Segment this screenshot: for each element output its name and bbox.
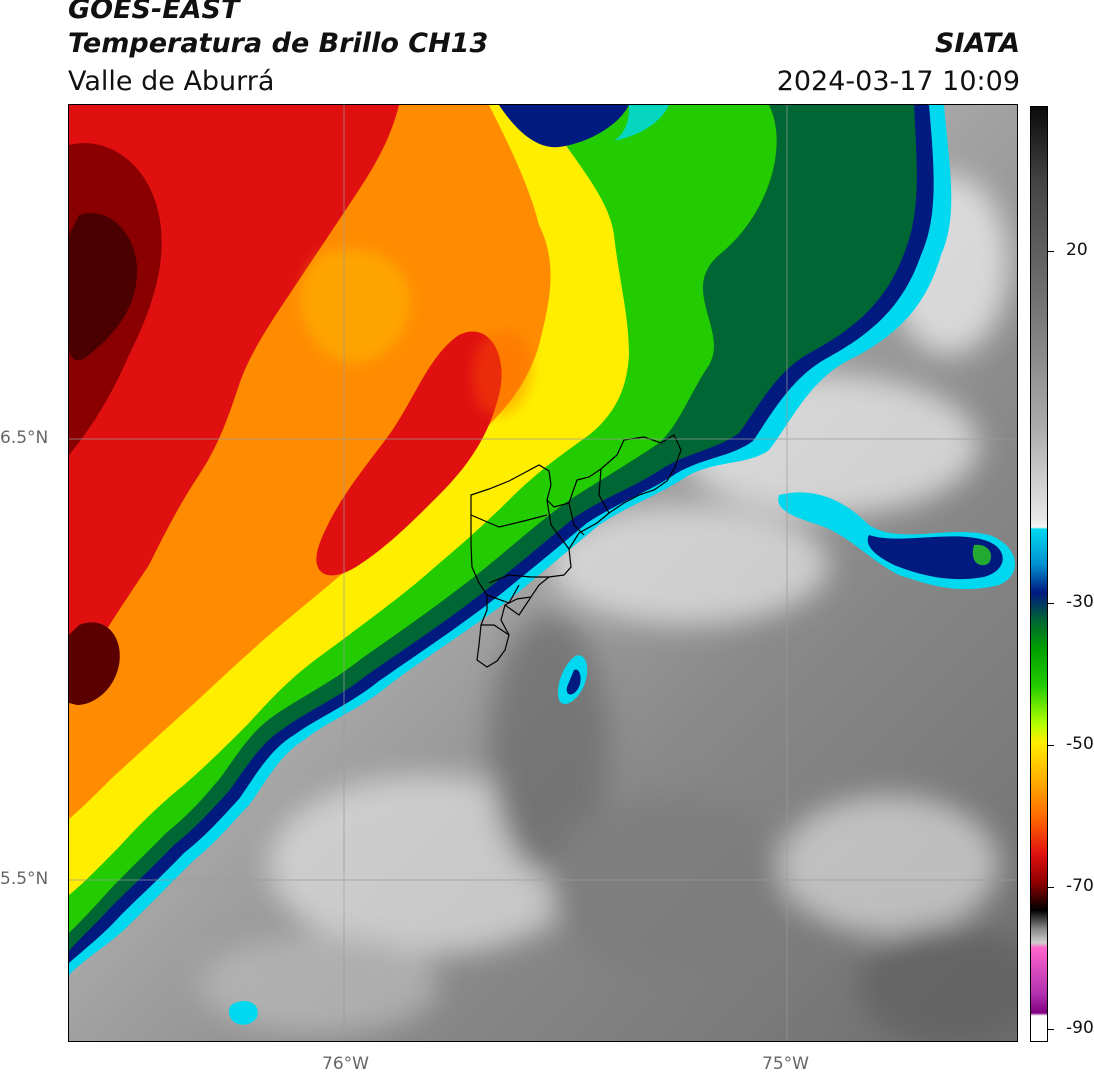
colorbar-label: -30 <box>1066 592 1094 612</box>
contour-softening <box>300 248 532 416</box>
colorbar-label: -50 <box>1066 734 1094 754</box>
contour-red-interior <box>316 331 502 576</box>
product-title: Temperatura de Brillo CH13 <box>68 28 489 59</box>
lon-label-75w: 75°W <box>762 1054 809 1074</box>
colorbar-tick <box>1048 745 1054 746</box>
agency-label: SIATA <box>934 28 1020 59</box>
colorbar-tick <box>1048 251 1054 252</box>
colorbar-tick <box>1048 1029 1054 1030</box>
graticule <box>69 105 1017 1041</box>
municipal-boundaries <box>470 434 682 668</box>
lat-label-6-5: 6.5°N <box>0 428 49 448</box>
contour-top-navy <box>499 105 629 148</box>
region-label: Valle de Aburrá <box>68 66 275 97</box>
datetime-label: 2024-03-17 10:09 <box>776 66 1020 97</box>
contour-cold-core <box>69 213 138 361</box>
contour-top-cyan <box>614 105 669 141</box>
cell-east-navy <box>867 535 1003 580</box>
cell-center-navy <box>566 669 581 695</box>
lat-label-5-5: 5.5°N <box>0 869 49 889</box>
lon-label-76w: 76°W <box>322 1054 369 1074</box>
colorbar-label: -70 <box>1066 876 1094 896</box>
cell-south-cyan <box>228 1000 258 1025</box>
satellite-title: GOES-EAST <box>68 0 240 25</box>
colorbar <box>1030 106 1048 1042</box>
map-canvas <box>69 105 1017 1041</box>
contour-cold-core-2 <box>69 622 120 705</box>
colorbar-tick <box>1048 603 1054 604</box>
colorbar-label: 20 <box>1066 240 1088 260</box>
colorbar-tick <box>1048 887 1054 888</box>
cell-east-green <box>972 544 992 566</box>
brightness-temperature-map[interactable] <box>68 104 1018 1042</box>
colorbar-label: -90 <box>1066 1018 1094 1038</box>
